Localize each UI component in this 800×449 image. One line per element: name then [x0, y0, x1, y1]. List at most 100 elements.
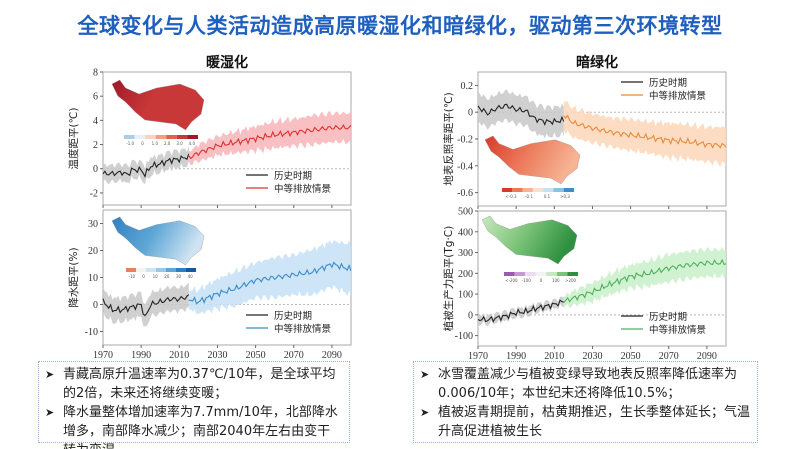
colorbar-segment	[512, 188, 523, 192]
x-tick-label: 1990	[506, 351, 526, 362]
colorbar-segment	[525, 272, 536, 276]
y-tick-label: 0	[468, 310, 473, 321]
colorbar-tick-label: 10	[153, 274, 159, 279]
colorbar-segment	[502, 188, 513, 192]
scenario-uncertainty-band	[188, 110, 351, 166]
tibetan-plateau-inset-map	[484, 135, 581, 185]
right-summary-box: ➤ 冰雪覆盖减少与植被变绿导致地表反照率降低速率为0.006/10年；本世纪末还将…	[413, 361, 758, 443]
x-tick-label: 2010	[169, 350, 189, 361]
colorbar-segment	[176, 135, 188, 139]
bullet-item: ➤ 降水量整体增加速率为7.7mm/10年，北部降水增多，南部降水减少；南部204…	[45, 403, 343, 449]
y-tick-label: 6	[93, 92, 98, 103]
x-tick-label: 2070	[659, 351, 679, 362]
y-axis-label: 植被生产力距平(Tg·C)	[442, 226, 455, 331]
y-axis-label: 温度距平(℃)	[67, 108, 80, 170]
arrowhead-bullet-icon: ➤	[45, 368, 55, 381]
chart-npp: -100 0 100 200 300 400 500 1970 1990 2010 2030 2050…	[442, 207, 727, 362]
x-tick-label: 2010	[544, 351, 564, 362]
colorbar-tick-label: 0	[540, 278, 543, 283]
x-tick-label: 2030	[207, 350, 227, 361]
x-tick-label: 1970	[468, 351, 488, 362]
y-tick-label: 300	[458, 248, 473, 259]
colorbar-tick-label: -100	[522, 278, 532, 283]
x-tick-label: 2090	[322, 350, 342, 361]
left-subtitle: 暖湿化	[206, 55, 248, 71]
colorbar-tick-label: 1.0	[152, 141, 159, 146]
arrowhead-bullet-icon: ➤	[420, 368, 430, 381]
tibetan-plateau-inset-map	[111, 79, 205, 131]
colorbar-tick-label: 0	[141, 141, 144, 146]
colorbar-segment	[176, 268, 186, 272]
colorbar-segment	[563, 188, 574, 192]
legend-historical-label: 历史时期	[274, 310, 312, 322]
colorbar-segment	[556, 272, 568, 276]
scenario-uncertainty-band	[563, 100, 726, 167]
colorbar-tick-label: -1.0	[126, 141, 134, 146]
x-tick-label: 2090	[697, 351, 717, 362]
colorbar-segment	[155, 135, 167, 139]
y-tick-label: 500	[458, 207, 473, 218]
x-tick-label: 2070	[284, 350, 304, 361]
x-tick-label: 2050	[621, 351, 641, 362]
y-tick-label: -0.6	[457, 188, 473, 199]
colorbar-tick-label: >200	[565, 278, 576, 283]
y-tick-label: -0.2	[457, 135, 473, 146]
legend-historical-label: 历史时期	[274, 170, 312, 182]
y-tick-label: -100	[455, 331, 473, 342]
legend-scenario-label: 中等排放情景	[274, 183, 331, 195]
colorbar-segment	[145, 135, 156, 139]
legend-historical-label: 历史时期	[649, 311, 687, 323]
colorbar-segment	[156, 268, 166, 272]
colorbar-segment	[134, 135, 146, 139]
y-tick-label: 0.2	[461, 81, 474, 92]
y-tick-label: 2	[93, 140, 98, 151]
y-tick-label: -10	[85, 327, 98, 338]
colorbar-segment	[543, 188, 554, 192]
y-tick-label: 0	[93, 300, 98, 311]
tibetan-plateau-inset-map	[481, 215, 578, 265]
bullet-item: ➤ 植被返青期提前，枯黄期推迟，生长季整体延长；气温升高促进植被生长	[420, 405, 751, 439]
colorbar-tick-label: 40	[188, 274, 194, 279]
arrowhead-bullet-icon: ➤	[45, 406, 55, 419]
y-axis-label: 地表反照率距平(℃)	[442, 92, 455, 186]
scenario-series-line	[188, 261, 352, 305]
colorbar-segment	[126, 268, 136, 272]
y-tick-label: -0.4	[457, 161, 473, 172]
colorbar-segment	[166, 135, 177, 139]
colorbar-segment	[186, 268, 196, 272]
y-tick-label: 20	[88, 246, 98, 257]
colorbar-tick-label: 30	[176, 274, 182, 279]
colorbar-segment	[146, 268, 156, 272]
colorbar-tick-label: 0.1	[544, 194, 551, 199]
colorbar-tick-label: 3.0	[176, 141, 183, 146]
historical-uncertainty-band	[478, 89, 564, 139]
colorbar-tick-label: 4.0	[189, 141, 196, 146]
legend-scenario-label: 中等排放情景	[649, 90, 706, 102]
colorbar-tick-label: 100	[552, 278, 560, 283]
y-tick-label: 0	[468, 108, 473, 119]
scenario-series-line	[188, 124, 352, 160]
y-tick-label: 4	[93, 116, 98, 127]
colorbar-segment	[166, 268, 176, 272]
colorbar-tick-label: -0.1	[525, 194, 533, 199]
colorbar-tick-label: 0	[142, 274, 145, 279]
colorbar-tick-label: <-0.3	[505, 194, 517, 199]
colorbar-segment	[514, 272, 526, 276]
colorbar-segment	[532, 188, 544, 192]
historical-uncertainty-band	[103, 282, 189, 327]
y-tick-label: 400	[458, 227, 473, 238]
x-tick-label: 1990	[131, 350, 151, 361]
y-tick-label: 10	[88, 273, 98, 284]
colorbar-segment	[546, 272, 557, 276]
colorbar-segment	[187, 135, 198, 139]
colorbar-tick-label: 20	[164, 274, 170, 279]
x-tick-label: 2050	[246, 350, 266, 361]
historical-series-line	[102, 153, 190, 178]
colorbar-segment	[522, 188, 533, 192]
historical-series-line	[477, 103, 565, 126]
x-tick-label: 1970	[93, 350, 113, 361]
colorbar-tick-label: 2.0	[164, 141, 171, 146]
